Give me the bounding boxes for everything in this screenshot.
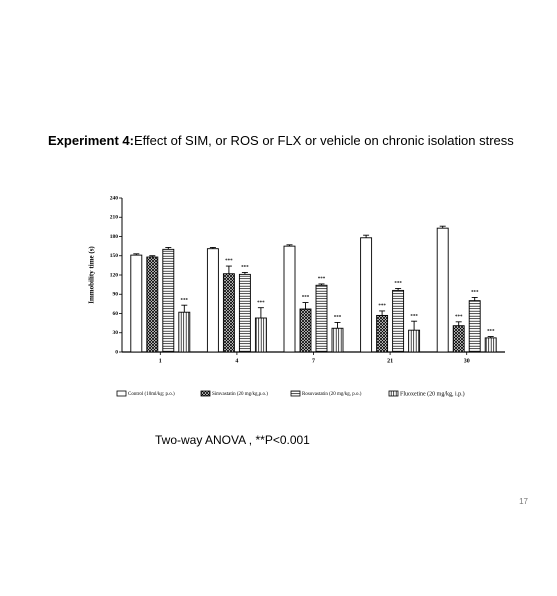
significance-label: *** <box>334 316 342 321</box>
significance-label: *** <box>225 259 233 264</box>
x-tick-label: 4 <box>235 358 238 364</box>
error-bar <box>302 302 309 310</box>
error-bar <box>181 304 188 313</box>
y-tick-label: 30 <box>113 330 119 336</box>
footnote: Two-way ANOVA , **P<0.001 <box>155 433 310 447</box>
error-bar <box>471 297 478 301</box>
error-bar <box>395 288 402 291</box>
error-bar <box>241 271 248 275</box>
x-tick-label: 1 <box>159 358 162 364</box>
error-bar <box>286 244 293 247</box>
error-bar <box>379 310 386 316</box>
bar <box>146 256 159 353</box>
bar <box>360 237 373 353</box>
error-bar <box>209 246 216 249</box>
bar <box>206 248 219 353</box>
y-tick-label: 120 <box>110 272 119 278</box>
significance-label: *** <box>318 277 326 282</box>
y-tick-label: 210 <box>110 215 119 221</box>
error-bar <box>257 307 264 318</box>
error-bar <box>149 255 156 258</box>
bar <box>376 314 389 353</box>
y-tick-label: 180 <box>110 234 119 240</box>
bar <box>484 337 497 353</box>
significance-label: *** <box>257 301 265 306</box>
title-prefix: Experiment 4: <box>48 133 134 148</box>
bar <box>299 308 312 353</box>
x-tick-label: 21 <box>387 358 393 364</box>
legend-swatch <box>388 390 399 397</box>
significance-label: *** <box>471 291 479 296</box>
significance-label: *** <box>410 314 418 319</box>
y-tick-label: 90 <box>113 292 119 298</box>
page-number: 17 <box>519 497 528 506</box>
y-tick-label: 0 <box>115 349 118 355</box>
bar <box>392 289 405 353</box>
bar <box>222 273 235 353</box>
error-bar <box>225 265 232 274</box>
significance-label: *** <box>181 298 189 303</box>
error-bar <box>318 283 325 286</box>
significance-label: *** <box>487 330 495 335</box>
y-tick-label: 60 <box>113 311 119 317</box>
legend-swatch <box>116 390 127 397</box>
y-axis-label: Immobility time (s) <box>88 246 96 304</box>
legend-label: Simvastatin (20 mg/kg,p.o.) <box>212 392 268 397</box>
error-bar <box>411 320 418 331</box>
x-tick-label: 30 <box>464 358 470 364</box>
legend-label: Rosuvastatin (20 mg/kg, p.o.) <box>302 392 362 397</box>
bar <box>178 311 191 353</box>
error-bar <box>133 253 140 256</box>
legend-swatch <box>200 390 211 397</box>
significance-label: *** <box>241 266 249 271</box>
title-text: Effect of SIM, or ROS or FLX or vehicle … <box>134 133 514 148</box>
significance-label: *** <box>302 296 310 301</box>
bar <box>130 254 143 353</box>
bar <box>331 327 344 353</box>
legend-label: Control (10ml/kg; p.o.) <box>128 392 175 397</box>
error-bar <box>334 322 341 329</box>
bar <box>238 273 251 353</box>
error-bar <box>455 321 462 326</box>
bar <box>283 245 296 353</box>
x-tick-label: 7 <box>312 358 315 364</box>
error-bar <box>439 225 446 229</box>
slide-title: Experiment 4:Effect of SIM, or ROS or FL… <box>48 133 514 148</box>
y-tick-label: 150 <box>110 253 119 259</box>
y-tick-label: 240 <box>110 195 119 201</box>
error-bar <box>165 246 172 250</box>
significance-label: *** <box>378 304 386 309</box>
bar <box>452 325 465 353</box>
bar <box>162 248 175 353</box>
significance-label: *** <box>455 315 463 320</box>
bar <box>468 300 481 353</box>
significance-label: *** <box>394 282 402 287</box>
legend-swatch <box>290 390 301 397</box>
bar <box>436 227 449 353</box>
error-bar <box>363 234 370 238</box>
bar <box>408 329 421 353</box>
bar <box>315 284 328 353</box>
bar <box>254 317 267 353</box>
error-bar <box>487 336 494 338</box>
legend-label: Fluoxetine (20 mg/kg, i.p.) <box>400 390 465 397</box>
